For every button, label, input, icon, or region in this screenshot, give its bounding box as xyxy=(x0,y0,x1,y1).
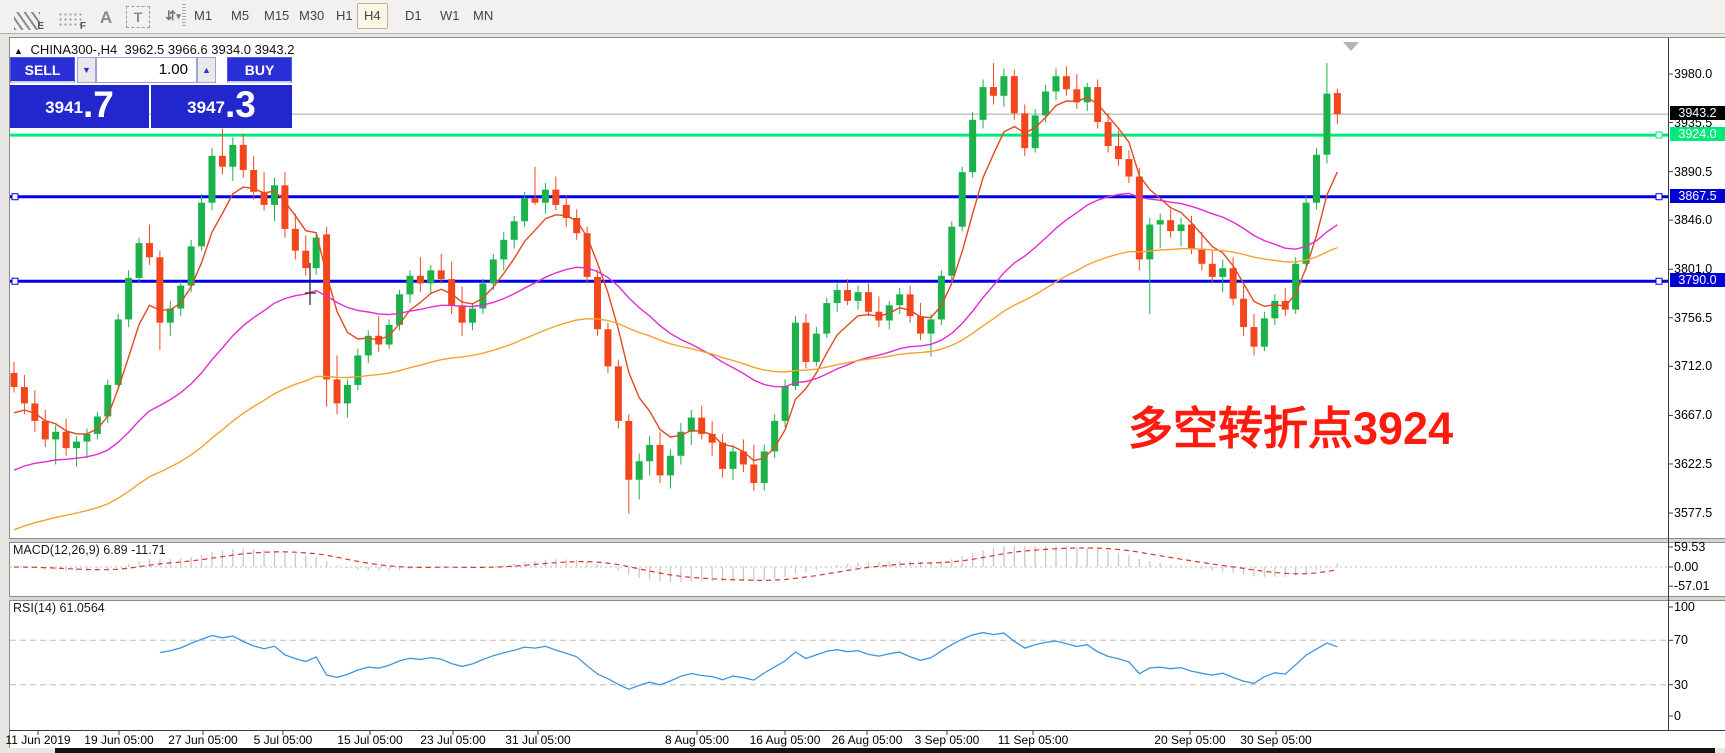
time-tick-label: 19 Jun 05:00 xyxy=(84,733,154,747)
bottom-edge xyxy=(55,748,1715,753)
panel-separator-rsi[interactable] xyxy=(9,596,1725,601)
rsi-axis-label: 0 xyxy=(1674,709,1681,723)
price-axis-line[interactable] xyxy=(1668,38,1669,730)
toolbar-separator xyxy=(182,4,186,28)
font-icon[interactable]: A xyxy=(96,4,116,28)
buy-button[interactable]: BUY xyxy=(227,57,292,83)
timeframe-m5[interactable]: M5 xyxy=(231,8,250,23)
price-tick-label: 3846.0 xyxy=(1674,213,1713,228)
volume-up-button[interactable]: ▲ xyxy=(197,57,216,83)
arrange-icon-glyph: ⇵ xyxy=(165,8,177,23)
price-tick-label: 3801.0 xyxy=(1674,262,1713,277)
chart-background xyxy=(9,37,1725,748)
time-tick-label: 31 Jul 05:00 xyxy=(505,733,571,747)
price-tick-label: 3980.0 xyxy=(1674,67,1713,81)
rsi-label: RSI(14) 61.0564 xyxy=(13,601,105,615)
text-box-icon-glyph: T xyxy=(133,9,143,25)
time-tick-label: 11 Sep 05:00 xyxy=(997,733,1069,747)
text-box-icon[interactable]: T xyxy=(126,6,150,28)
timeframe-w1[interactable]: W1 xyxy=(440,8,460,23)
rsi-layer xyxy=(10,631,1668,691)
chart-text-annotation[interactable]: 多空转折点3924 xyxy=(1128,403,1454,454)
price-tick-label: 3622.5 xyxy=(1674,456,1713,471)
candles-layer xyxy=(10,63,1341,514)
price-tick-label: 3667.0 xyxy=(1674,408,1713,423)
timeframe-d1[interactable]: D1 xyxy=(405,8,422,23)
ohlc-open: 3962.5 xyxy=(124,42,165,57)
arrow-down-marker[interactable] xyxy=(1343,42,1359,51)
timeframe-m1[interactable]: M1 xyxy=(194,8,213,23)
green-line-badge: 3924.0 xyxy=(1670,127,1725,142)
arrange-icon[interactable]: ⇵ ▾ xyxy=(158,4,188,28)
volume-down-button[interactable]: ▼ xyxy=(77,57,96,83)
timeframe-h1[interactable]: H1 xyxy=(336,8,353,23)
ohlc-high: 3966.6 xyxy=(167,42,208,57)
time-tick-label: 23 Jul 05:00 xyxy=(420,733,486,747)
sell-price[interactable]: 3941.7 xyxy=(10,85,149,128)
symbol-title: CHINA300-,H4 xyxy=(30,42,118,57)
indicators-icon-glyph: E xyxy=(37,21,44,32)
price-tick-label: 3712.0 xyxy=(1674,359,1713,374)
rsi-axis-label: 70 xyxy=(1674,633,1688,648)
rsi-axis-label: 100 xyxy=(1674,600,1695,614)
horizontal-lines-layer[interactable] xyxy=(10,113,1668,285)
buy-price[interactable]: 3947.3 xyxy=(151,85,292,128)
time-tick-label: 26 Aug 05:00 xyxy=(831,733,903,747)
time-tick-label: 11 Jun 2019 xyxy=(5,733,71,747)
grid-icon-dots xyxy=(58,12,82,28)
ohlc-low: 3934.0 xyxy=(211,42,252,57)
timeframe-m15[interactable]: M15 xyxy=(264,8,290,23)
price-tick-label: 3890.5 xyxy=(1674,164,1713,179)
macd-axis-label: 0.00 xyxy=(1674,560,1699,574)
price-tick-label: 3756.5 xyxy=(1674,310,1713,325)
time-tick-label: 8 Aug 05:00 xyxy=(664,733,730,747)
timeframe-mn[interactable]: MN xyxy=(473,8,494,23)
chevron-down-icon: ▾ xyxy=(176,10,181,21)
indicators-icon[interactable]: E xyxy=(12,4,44,32)
time-tick-label: 15 Jul 05:00 xyxy=(337,733,403,747)
sell-price-main: 3941 xyxy=(45,98,83,117)
timeframe-m30[interactable]: M30 xyxy=(299,8,325,23)
volume-input[interactable]: 1.00 xyxy=(96,57,197,83)
grid-icon[interactable]: F xyxy=(56,4,86,32)
sell-button[interactable]: SELL xyxy=(10,57,75,83)
ohlc-close: 3943.2 xyxy=(254,42,295,57)
indicators-icon-hatch xyxy=(14,12,40,30)
chart-marks-layer xyxy=(305,263,316,305)
time-tick-label: 20 Sep 05:00 xyxy=(1154,733,1226,747)
timeframe-h4[interactable]: H4 xyxy=(357,3,388,29)
sell-price-frac: .7 xyxy=(82,84,114,125)
font-icon-glyph: A xyxy=(99,8,113,27)
time-tick-label: 5 Jul 05:00 xyxy=(253,733,313,747)
time-tick-label: 30 Sep 05:00 xyxy=(1240,733,1312,747)
grid-icon-glyph: F xyxy=(79,21,86,32)
chart-header: ▲ CHINA300-,H4 3962.5 3966.6 3934.0 3943… xyxy=(14,42,294,57)
macd-axis-label: -57.01 xyxy=(1674,579,1710,594)
collapse-arrow-icon[interactable]: ▲ xyxy=(14,46,23,56)
macd-axis-label: 59.53 xyxy=(1674,539,1706,554)
moving-averages-layer xyxy=(13,96,1338,531)
macd-layer xyxy=(10,545,1668,583)
macd-label: MACD(12,26,9) 6.89 -11.71 xyxy=(13,543,166,557)
axis-ticks-layer xyxy=(37,73,1673,735)
time-tick-label: 16 Aug 05:00 xyxy=(749,733,821,747)
blue-line-badge-2: 3790.0 xyxy=(1670,273,1725,288)
toolbar: E F A T ⇵ ▾ M1 M5 M15 M30 H1 H4 D1 W1 MN xyxy=(0,0,1725,34)
rsi-axis-label: 30 xyxy=(1674,677,1688,692)
current-price-badge: 3943.2 xyxy=(1670,106,1725,121)
one-click-trading-panel: SELL ▼ 1.00 ▲ BUY 3941.7 3947.3 xyxy=(10,57,292,128)
price-tick-label: 3577.5 xyxy=(1674,506,1713,521)
time-tick-label: 3 Sep 05:00 xyxy=(914,733,980,747)
blue-line-badge-1: 3867.5 xyxy=(1670,188,1725,203)
panel-separator-macd[interactable] xyxy=(9,538,1725,543)
time-tick-label: 27 Jun 05:00 xyxy=(168,733,238,747)
buy-price-frac: .3 xyxy=(224,84,256,125)
buy-price-main: 3947 xyxy=(187,98,225,117)
